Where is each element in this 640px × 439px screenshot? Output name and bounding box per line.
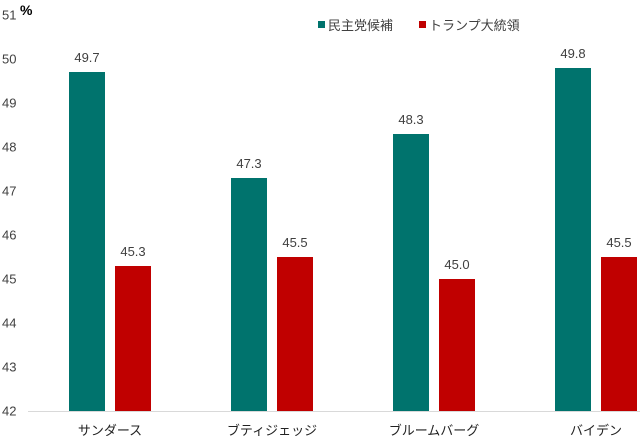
- y-tick-label: 46: [2, 227, 17, 243]
- y-tick-label: 43: [2, 359, 17, 375]
- data-label: 48.3: [398, 111, 424, 127]
- x-tick-label: サンダース: [77, 424, 143, 439]
- y-tick-label: 51: [2, 7, 17, 23]
- data-label: 49.7: [74, 50, 100, 66]
- y-tick-label: 44: [2, 315, 17, 331]
- y-tick-label: 47: [2, 183, 17, 199]
- bar-democrat: [69, 72, 105, 411]
- bar-trump: [115, 265, 151, 411]
- legend: 民主党候補 トランプ大統領: [318, 15, 520, 34]
- bar-trump: [277, 257, 313, 411]
- bar-trump: [439, 279, 475, 411]
- y-tick-label: 48: [2, 139, 17, 155]
- data-label: 49.8: [560, 45, 586, 61]
- legend-label: 民主党候補: [328, 19, 394, 34]
- data-label: 47.3: [236, 155, 262, 171]
- legend-swatch-icon: [419, 21, 427, 28]
- x-axis-line: [28, 411, 640, 412]
- x-tick-label: ブティジェッジ: [226, 424, 318, 439]
- legend-item-democrat: 民主党候補: [318, 15, 393, 34]
- data-label: 45.5: [282, 235, 308, 250]
- bar-democrat: [231, 177, 267, 411]
- x-tick-label: バイデン: [569, 424, 622, 439]
- bar-democrat: [555, 67, 591, 411]
- y-tick-label: 42: [2, 403, 17, 419]
- data-label: 45.5: [606, 235, 632, 250]
- x-tick-label: ブルームバーグ: [388, 424, 480, 439]
- y-axis-unit: %: [20, 2, 33, 18]
- legend-swatch-icon: [318, 21, 325, 28]
- bar-trump: [601, 257, 637, 411]
- y-tick-label: 50: [2, 51, 17, 67]
- y-tick-label: 45: [2, 271, 17, 287]
- y-tick-label: 49: [2, 95, 17, 111]
- data-label: 45.0: [444, 257, 470, 272]
- legend-label: トランプ大統領: [429, 19, 520, 34]
- legend-item-trump: トランプ大統領: [419, 15, 520, 34]
- bar-democrat: [393, 133, 429, 411]
- data-label: 45.3: [120, 243, 146, 259]
